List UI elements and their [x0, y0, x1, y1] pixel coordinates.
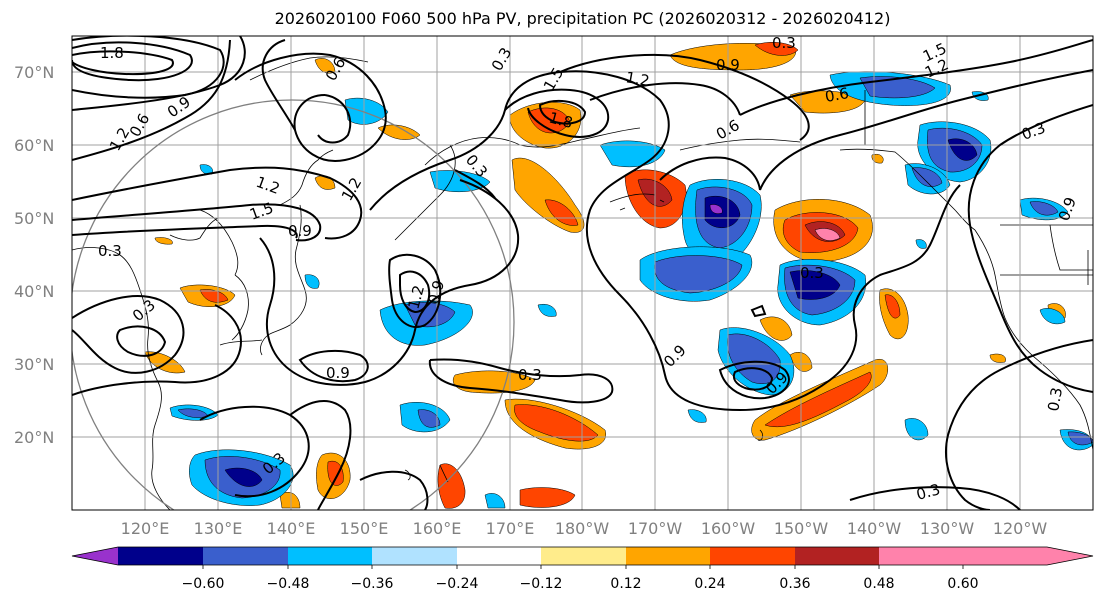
contour-label: 0.3 [800, 264, 824, 282]
contour-label: 1.8 [547, 108, 575, 132]
colorbar-segment [795, 547, 879, 565]
lon-label: 170°W [628, 519, 683, 538]
pv-contours [72, 36, 1093, 510]
negative-anomaly-shading [169, 71, 1093, 509]
lon-label: 140°E [267, 519, 316, 538]
lat-label: 60°N [14, 136, 54, 155]
lon-label: 130°W [920, 519, 975, 538]
colorbar-segment [288, 547, 372, 565]
colorbar-tick-label: −0.12 [520, 576, 563, 592]
contour-label: 0.3 [772, 34, 796, 52]
contour-label: 0.3 [98, 242, 122, 260]
contour-label: 0.9 [288, 222, 312, 240]
lon-label: 120°W [993, 519, 1048, 538]
colorbar-tick-label: 0.36 [779, 576, 810, 592]
map-title: 2026020100 F060 500 hPa PV, precipitatio… [274, 9, 891, 28]
contour-label: 0.9 [424, 278, 448, 306]
colorbar-tick-label: 0.60 [947, 576, 978, 592]
colorbar-segment [372, 547, 457, 565]
latitude-labels: 70°N 60°N 50°N 40°N 30°N 20°N [14, 63, 54, 447]
colorbar-segment [118, 547, 203, 565]
lon-label: 180°W [555, 519, 610, 538]
range-circle [72, 99, 515, 510]
lat-label: 40°N [14, 282, 54, 301]
colorbar-tick-label: −0.48 [267, 576, 310, 592]
colorbar-segment [710, 547, 795, 565]
longitude-labels: 120°E 130°E 140°E 150°E 160°E 170°E 180°… [121, 519, 1048, 538]
colorbar-tick-label: 0.48 [863, 576, 894, 592]
colorbar-tick-label: −0.60 [182, 576, 225, 592]
colorbar-max-extension [879, 547, 1093, 565]
colorbar-tick-label: 0.12 [610, 576, 641, 592]
lat-label: 30°N [14, 355, 54, 374]
contour-label: 0.3 [518, 366, 542, 384]
colorbar-tick-label: −0.36 [351, 576, 394, 592]
contour-label: 1.2 [624, 68, 651, 90]
colorbar-tick-label: −0.24 [436, 576, 479, 592]
lon-label: 150°E [340, 519, 389, 538]
graticule [72, 36, 1093, 510]
lat-label: 20°N [14, 428, 54, 447]
map-frame [71, 35, 1094, 511]
contour-label: 0.9 [326, 364, 350, 382]
contour-label: 0.9 [716, 56, 740, 74]
colorbar: −0.60 −0.48 −0.36 −0.24 −0.12 0.12 0.24 … [71, 546, 1094, 592]
colorbar-tick-label: 0.24 [694, 576, 725, 592]
colorbar-segment [203, 547, 288, 565]
lon-label: 150°W [774, 519, 829, 538]
lon-label: 130°E [194, 519, 243, 538]
contour-label: 0.6 [824, 84, 851, 106]
colorbar-segment [626, 547, 710, 565]
lon-label: 170°E [486, 519, 535, 538]
colorbar-segment [541, 547, 626, 565]
colorbar-min-extension [72, 547, 118, 565]
lat-label: 70°N [14, 63, 54, 82]
contour-label: 0.3 [1044, 386, 1066, 413]
lon-label: 120°E [121, 519, 170, 538]
contour-label: 1.2 [404, 283, 428, 311]
lon-label: 160°E [413, 519, 462, 538]
colorbar-outline [71, 546, 1094, 566]
contour-label: 0.3 [914, 480, 942, 504]
lat-label: 50°N [14, 209, 54, 228]
lon-label: 160°W [701, 519, 756, 538]
lon-label: 140°W [847, 519, 902, 538]
colorbar-segment [457, 547, 541, 565]
contour-label: 1.8 [100, 44, 124, 62]
